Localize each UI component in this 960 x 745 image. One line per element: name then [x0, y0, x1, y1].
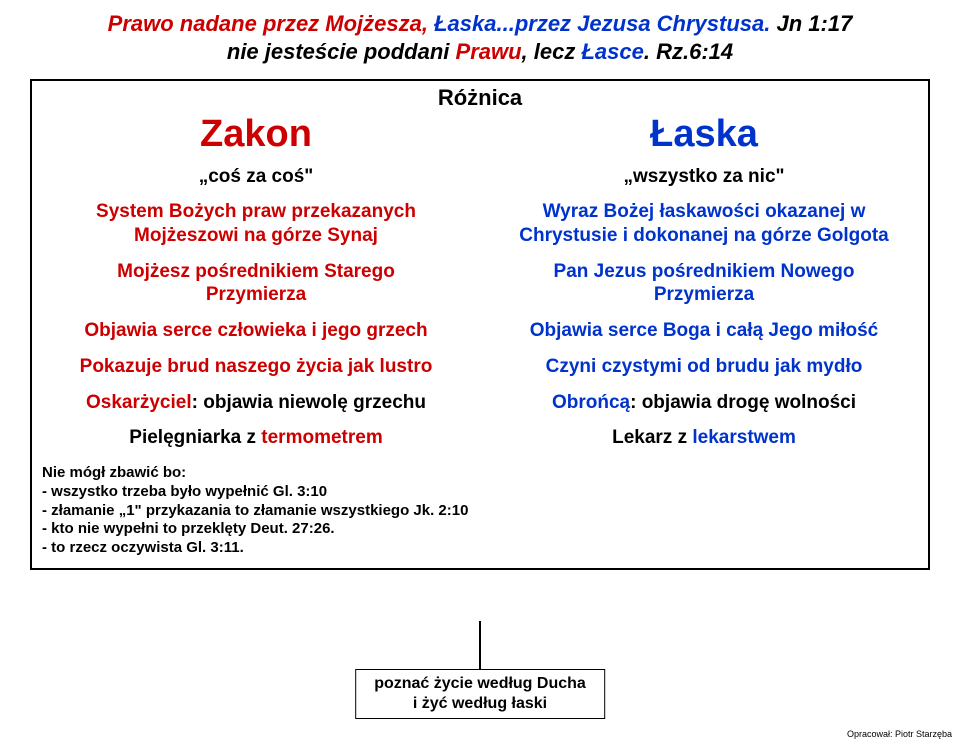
footnote-l2: - wszystko trzeba było wypełnić Gl. 3:10 [42, 483, 918, 502]
header-l2a: nie jesteście poddani [227, 39, 456, 64]
header-l2d: Łasce [581, 39, 643, 64]
header-l2e: . Rz.6:14 [644, 39, 733, 64]
footnote-l3: - złamanie „1" przykazania to złamanie w… [42, 502, 918, 521]
left-r5b: : objawia niewolę grzechu [192, 392, 426, 413]
left-r4: Pokazuje brud naszego życia jak lustro [32, 349, 480, 385]
left-r2: Mojżesz pośrednikiem Starego Przymierza [32, 254, 480, 314]
left-r1: System Bożych praw przekazanych Mojżeszo… [32, 194, 480, 254]
left-r6: Pielęgniarka z termometrem [32, 420, 480, 456]
row-quotes: „coś za coś" „wszystko za nic" [32, 160, 928, 194]
header-seg3: Jn 1:17 [770, 11, 852, 36]
header-l2b: Prawu [456, 39, 522, 64]
row-4: Pokazuje brud naszego życia jak lustro C… [32, 349, 928, 385]
credit-text: Opracował: Piotr Starzęba [847, 729, 952, 739]
right-big: Łaska [480, 113, 928, 160]
bottom-l2: i żyć według łaski [374, 694, 586, 714]
left-r5: Oskarżyciel: objawia niewolę grzechu [32, 385, 480, 421]
footnote-l1: Nie mógł zbawić bo: [42, 464, 918, 483]
right-r6: Lekarz z lekarstwem [480, 420, 928, 456]
header-seg2: Łaska...przez Jezusa Chrystusa. [434, 11, 770, 36]
header-block: Prawo nadane przez Mojżesza, Łaska...prz… [30, 10, 930, 65]
row-5: Oskarżyciel: objawia niewolę grzechu Obr… [32, 385, 928, 421]
right-r4: Czyni czystymi od brudu jak mydło [480, 349, 928, 385]
right-r1a: Wyraz Bożej łaskawości okazanej w [543, 201, 866, 222]
bottom-l1: poznać życie według Ducha [374, 674, 586, 694]
left-r2b: Przymierza [206, 284, 306, 305]
right-r6a: Lekarz z [612, 427, 692, 448]
left-r1a: System Bożych praw przekazanych [96, 201, 416, 222]
right-r5b: : objawia drogę wolności [630, 392, 856, 413]
row-2: Mojżesz pośrednikiem Starego Przymierza … [32, 254, 928, 314]
right-r2a: Pan Jezus pośrednikiem Nowego [554, 261, 855, 282]
left-quote: „coś za coś" [32, 160, 480, 194]
left-big: Zakon [32, 113, 480, 160]
left-r2a: Mojżesz pośrednikiem Starego [117, 261, 395, 282]
footnote-block: Nie mógł zbawić bo: - wszystko trzeba by… [32, 456, 928, 568]
left-r6a: Pielęgniarka z [129, 427, 261, 448]
footnote-l4: - kto nie wypełni to przeklęty Deut. 27:… [42, 520, 918, 539]
right-r1b: Chrystusie i dokonanej na górze Golgota [519, 225, 889, 246]
row-3: Objawia serce człowieka i jego grzech Ob… [32, 313, 928, 349]
right-r5: Obrońcą: objawia drogę wolności [480, 385, 928, 421]
right-r2: Pan Jezus pośrednikiem Nowego Przymierza [480, 254, 928, 314]
right-quote: „wszystko za nic" [480, 160, 928, 194]
bottom-box: poznać życie według Ducha i żyć według ł… [355, 669, 605, 719]
right-r6b: lekarstwem [692, 427, 796, 448]
right-r1: Wyraz Bożej łaskawości okazanej w Chryst… [480, 194, 928, 254]
footnote-l5: - to rzecz oczywista Gl. 3:11. [42, 539, 918, 558]
left-r5a: Oskarżyciel [86, 392, 192, 413]
right-r2b: Przymierza [654, 284, 754, 305]
right-r5a: Obrońcą [552, 392, 630, 413]
left-r1b: Mojżeszowi na górze Synaj [134, 225, 378, 246]
header-line-1: Prawo nadane przez Mojżesza, Łaska...prz… [30, 10, 930, 38]
left-r3: Objawia serce człowieka i jego grzech [32, 313, 480, 349]
mid-title: Różnica [32, 81, 928, 113]
row-6: Pielęgniarka z termometrem Lekarz z leka… [32, 420, 928, 456]
header-line-2: nie jesteście poddani Prawu, lecz Łasce.… [30, 38, 930, 66]
row-1: System Bożych praw przekazanych Mojżeszo… [32, 194, 928, 254]
header-seg1: Prawo nadane przez Mojżesza, [108, 11, 434, 36]
left-r6b: termometrem [261, 427, 382, 448]
right-r3: Objawia serce Boga i całą Jego miłość [480, 313, 928, 349]
comparison-table: Różnica Zakon Łaska „coś za coś" „wszyst… [30, 79, 930, 570]
row-bigwords: Zakon Łaska [32, 113, 928, 160]
header-l2c: , lecz [522, 39, 582, 64]
